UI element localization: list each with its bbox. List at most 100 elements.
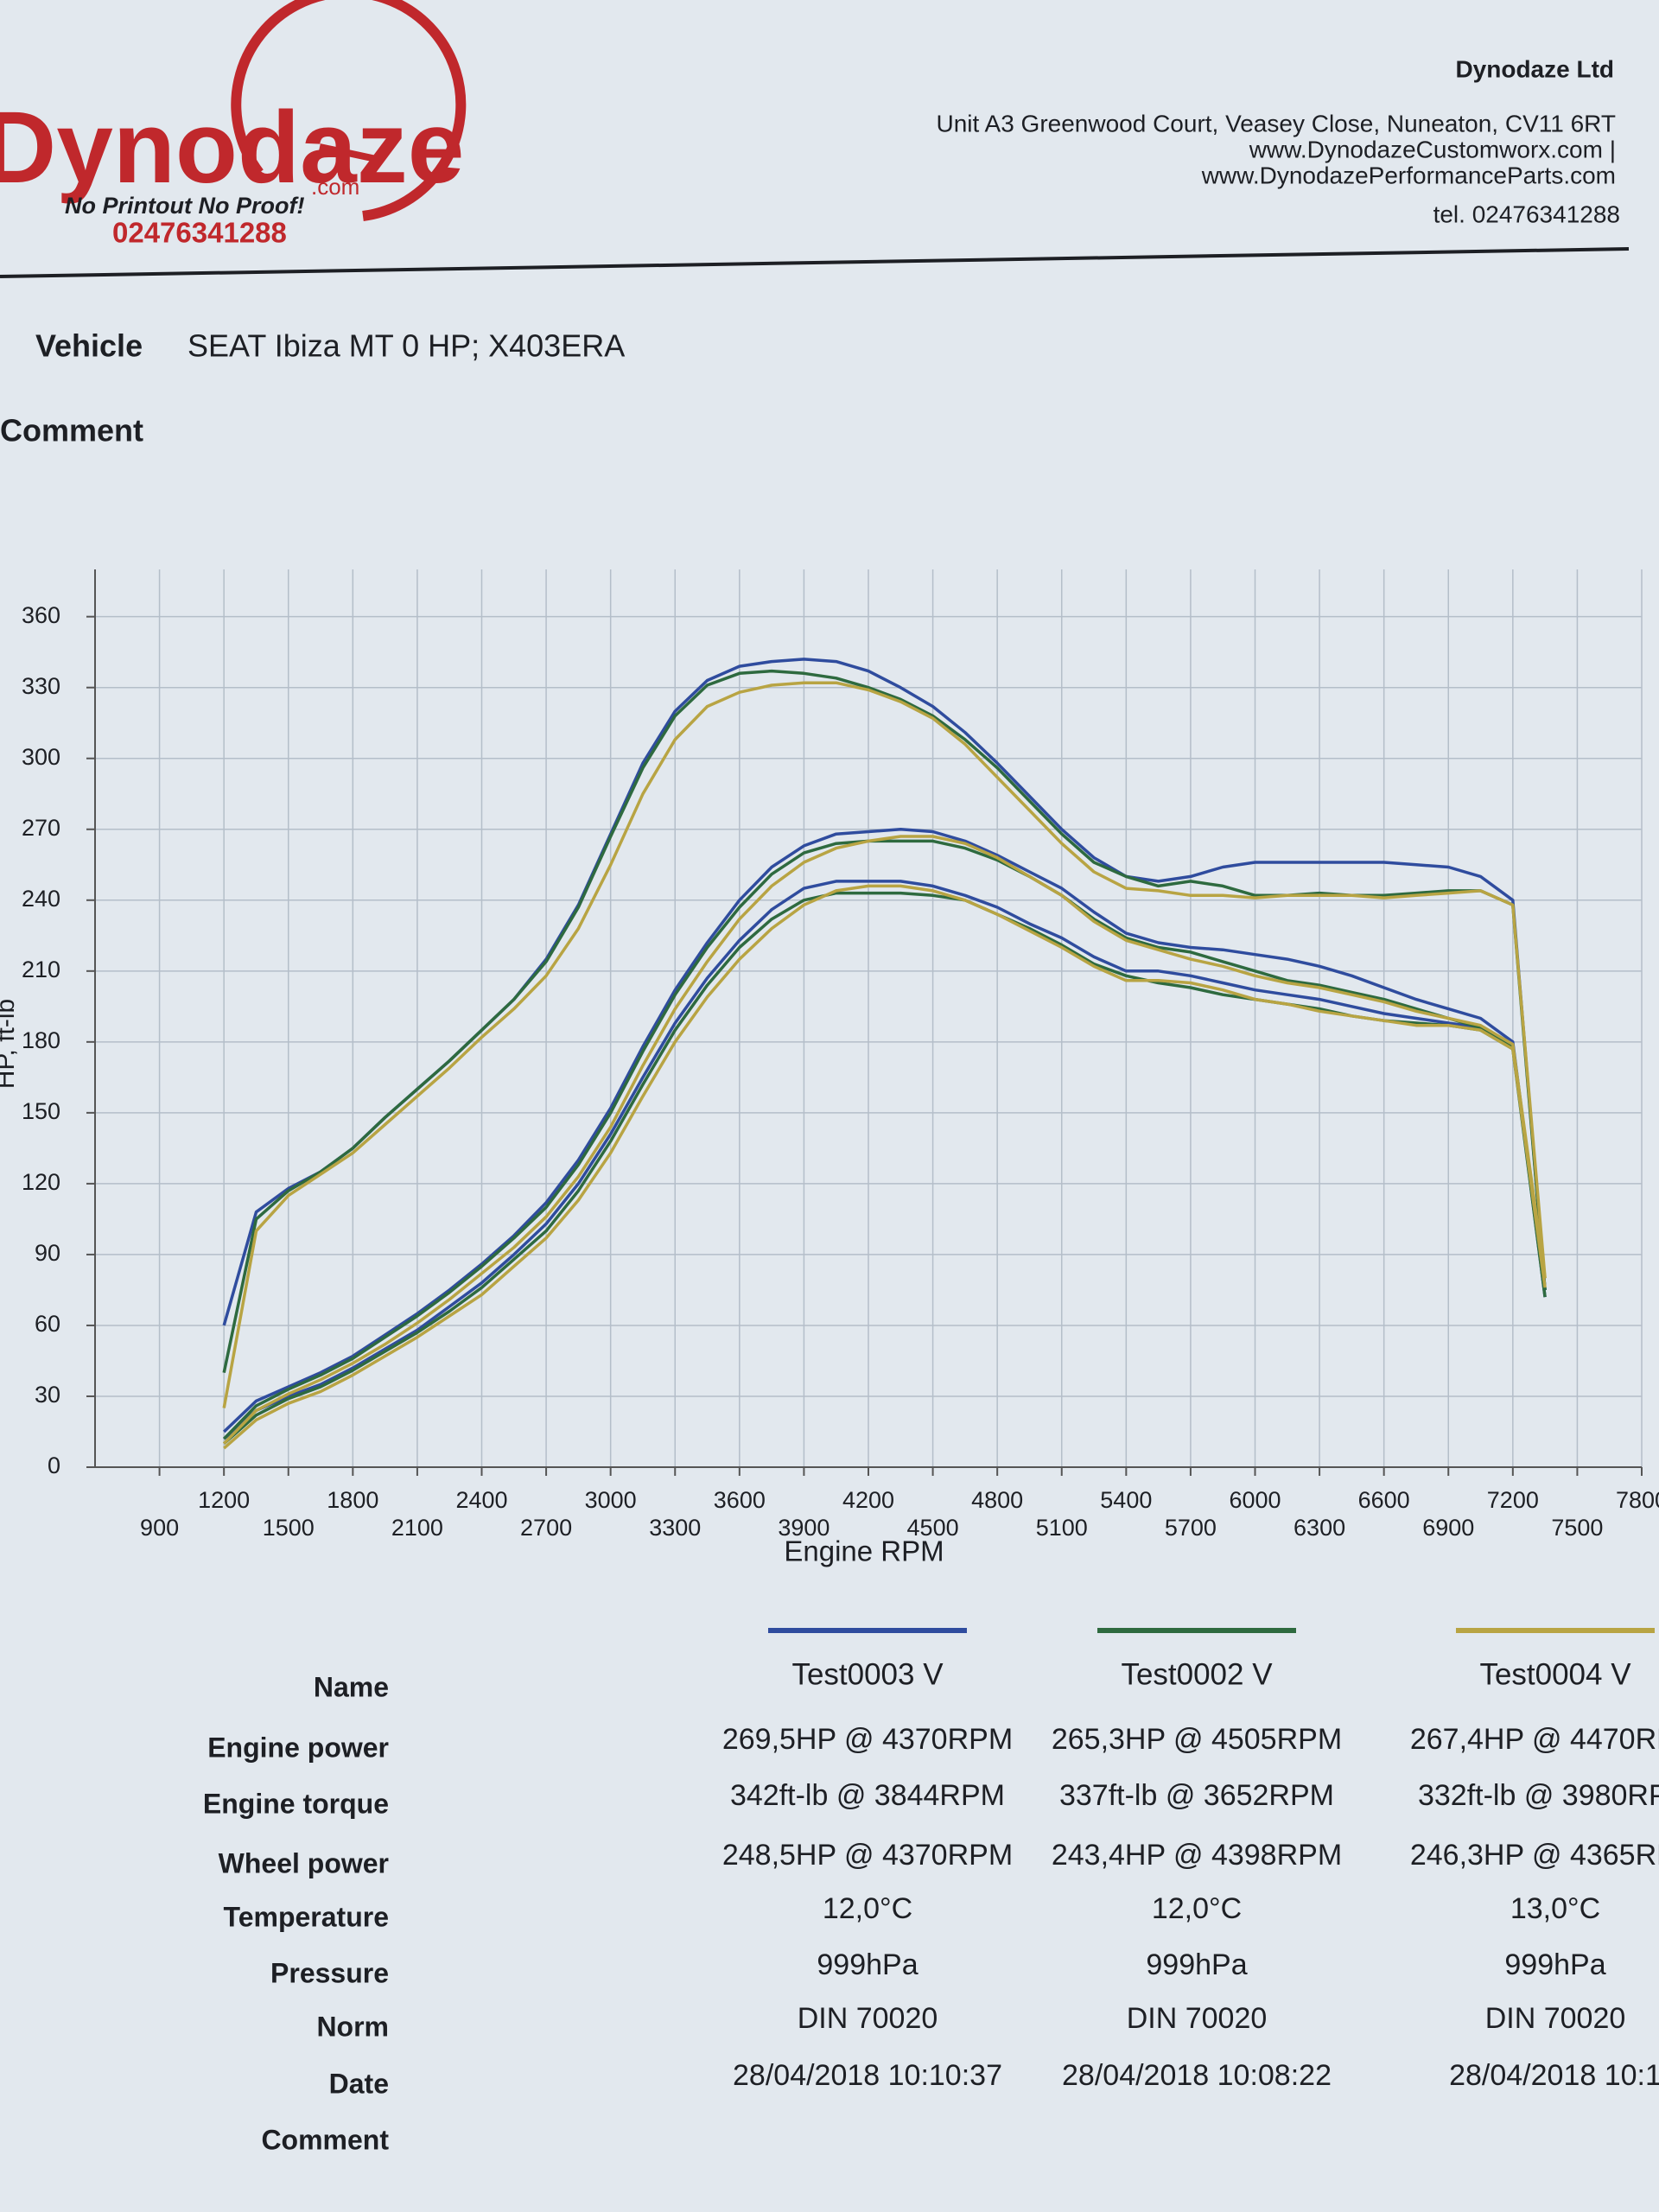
slogan: No Printout No Proof! — [65, 193, 304, 219]
y-tick-label: 120 — [22, 1169, 60, 1195]
y-tick-label: 150 — [22, 1098, 60, 1124]
curve — [222, 835, 1547, 1445]
x-tick-label: 4500 — [907, 1515, 959, 1541]
x-tick-label: 2400 — [455, 1487, 507, 1513]
x-tick-label: 900 — [140, 1515, 179, 1541]
curve — [222, 681, 1547, 1408]
y-tick-label: 180 — [22, 1027, 60, 1053]
x-tick-label: 7500 — [1551, 1515, 1603, 1541]
x-tick-label: 3300 — [649, 1515, 701, 1541]
x-tick-label: 7800 — [1616, 1487, 1659, 1513]
y-tick-label: 240 — [22, 886, 60, 912]
y-tick-label: 90 — [35, 1240, 60, 1266]
x-tick-label: 1200 — [198, 1487, 250, 1513]
x-tick-label: 6600 — [1358, 1487, 1410, 1513]
curve — [223, 891, 1547, 1446]
logo: Dynodaze — [0, 91, 464, 205]
y-tick-label: 0 — [48, 1452, 60, 1478]
curve — [223, 880, 1547, 1440]
curve — [222, 839, 1547, 1440]
web: www.DynodazePerformanceParts.com — [1201, 162, 1616, 188]
x-tick-label: 6000 — [1229, 1487, 1281, 1513]
cell: 342ft-lb @ 3844RPM — [730, 1779, 1005, 1812]
curve — [222, 828, 1547, 1433]
vehicle-value: SEAT Ibiza MT 0 HP; X403ERA — [188, 328, 625, 364]
cell: 267,4HP @ 4470RPM — [1410, 1723, 1659, 1756]
x-tick-label: 2100 — [391, 1515, 443, 1541]
x-tick-label: 5400 — [1100, 1487, 1152, 1513]
y-axis-label: HP, ft-lb — [0, 999, 20, 1090]
y-tick-label: 60 — [35, 1311, 60, 1337]
row-label: Temperature — [224, 1901, 389, 1932]
cell: DIN 70020 — [1127, 2002, 1268, 2035]
logo-suffix: .com — [311, 174, 359, 200]
cell: 28/04/2018 10:08:22 — [1062, 2059, 1332, 2092]
company: Dynodaze Ltd — [1455, 55, 1614, 82]
x-tick-label: 2700 — [520, 1515, 572, 1541]
cell: DIN 70020 — [1485, 2002, 1626, 2035]
cell: 265,3HP @ 4505RPM — [1052, 1723, 1342, 1756]
cell: 28/04/2018 10:1 — [1449, 2059, 1659, 2092]
chart: 0 30 60 90 120 150 180 210 240 270 300 330 360 900 120… — [0, 569, 1659, 1567]
x-tick-label: 5100 — [1036, 1515, 1088, 1541]
cell: 269,5HP @ 4370RPM — [722, 1723, 1013, 1756]
cell: 999hPa — [1146, 1948, 1247, 1981]
cell: 13,0°C — [1510, 1892, 1600, 1925]
y-tick-label: 210 — [22, 957, 60, 982]
cell: 243,4HP @ 4398RPM — [1052, 1839, 1342, 1872]
x-axis-label: Engine RPM — [784, 1535, 944, 1567]
curve — [222, 669, 1547, 1373]
legend-name: Test0004 V — [1479, 1657, 1631, 1691]
x-tick-label: 4800 — [971, 1487, 1023, 1513]
x-tick-label: 7200 — [1487, 1487, 1539, 1513]
row-label: Pressure — [270, 1957, 389, 1988]
x-tick-label: 3600 — [714, 1487, 766, 1513]
x-tick-label: 5700 — [1165, 1515, 1217, 1541]
row-label: Date — [329, 2068, 389, 2099]
cell: DIN 70020 — [798, 2002, 938, 2035]
tel: tel. 02476341288 — [1433, 200, 1620, 227]
logo-needle — [319, 143, 381, 163]
row-label: Name — [314, 1671, 389, 1702]
legend-name: Test0003 V — [791, 1657, 944, 1691]
curve — [223, 884, 1547, 1450]
web: www.DynodazeCustomworx.com | — [1249, 136, 1616, 162]
x-tick-label: 1800 — [327, 1487, 378, 1513]
logo-gauge — [231, 0, 467, 221]
cell: 337ft-lb @ 3652RPM — [1059, 1779, 1334, 1812]
comment-label: Comment — [0, 413, 143, 448]
x-tick-label: 3900 — [778, 1515, 830, 1541]
y-tick-label: 360 — [22, 602, 60, 628]
vehicle-label: Vehicle — [35, 328, 143, 364]
row-label: Wheel power — [219, 1847, 389, 1878]
y-tick-label: 300 — [22, 744, 60, 770]
legend-name: Test0002 V — [1121, 1657, 1273, 1691]
x-tick-label: 1500 — [263, 1515, 315, 1541]
cell: 332ft-lb @ 3980RPM — [1418, 1779, 1659, 1812]
y-tick-label: 330 — [22, 673, 60, 699]
cell: 999hPa — [817, 1948, 918, 1981]
cell: 248,5HP @ 4370RPM — [722, 1839, 1013, 1872]
address: Unit A3 Greenwood Court, Veasey Close, N… — [936, 110, 1616, 137]
logo-phone: 02476341288 — [112, 217, 287, 249]
row-label: Comment — [261, 2124, 389, 2155]
x-tick-label: 6300 — [1294, 1515, 1345, 1541]
cell: 999hPa — [1504, 1948, 1605, 1981]
row-label: Engine torque — [203, 1788, 389, 1819]
x-tick-label: 3000 — [585, 1487, 637, 1513]
x-tick-label: 4200 — [842, 1487, 894, 1513]
results-table: Name Engine power Engine torque Wheel power… — [203, 1628, 1659, 2155]
y-tick-label: 270 — [22, 815, 60, 841]
y-tick-label: 30 — [35, 1382, 60, 1408]
cell: 12,0°C — [1152, 1892, 1242, 1925]
cell: 246,3HP @ 4365RPM — [1410, 1839, 1659, 1872]
x-tick-label: 6900 — [1422, 1515, 1474, 1541]
cell: 28/04/2018 10:10:37 — [733, 2059, 1002, 2092]
row-label: Norm — [316, 2011, 389, 2042]
cell: 12,0°C — [823, 1892, 912, 1925]
header-rule — [0, 247, 1630, 278]
row-label: Engine power — [207, 1732, 389, 1763]
